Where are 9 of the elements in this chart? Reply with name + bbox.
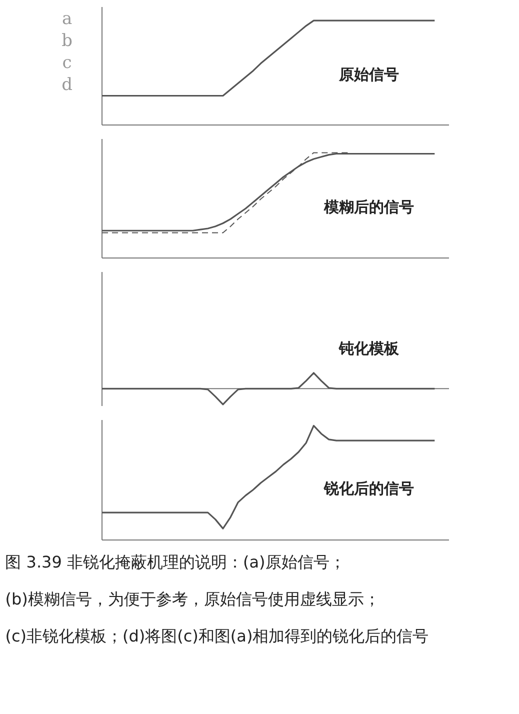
annotation: 原始信号 [338,65,399,84]
text: 钝化模板 [338,339,400,358]
annotation: 锐化后的信号 [323,479,414,498]
text: a [62,9,72,29]
text: c [62,53,72,73]
annotation: 模糊后的信号 [323,198,414,216]
text: b [62,31,73,51]
text: d [62,75,73,95]
text: 图 3.39 非锐化掩蔽机理的说明：(a)原始信号；(b)模糊信号，为便于参考，原始信号使用虚线显示；(c)非锐化模板；(d)将图(c)和图(a)相加得到的锐化后的信号 [5,552,429,646]
